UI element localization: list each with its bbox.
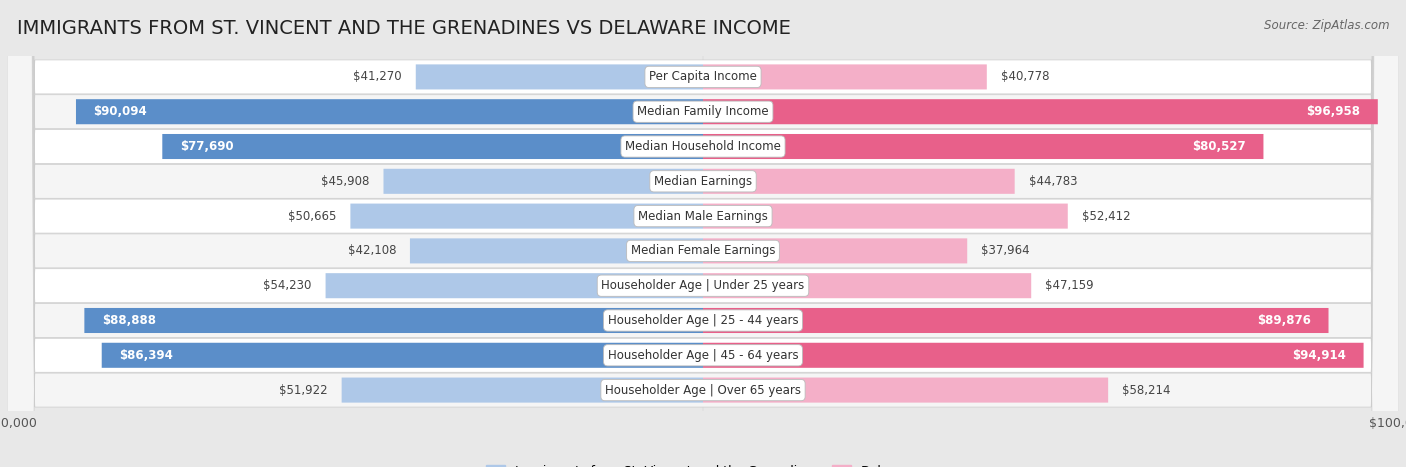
Text: Householder Age | 45 - 64 years: Householder Age | 45 - 64 years	[607, 349, 799, 362]
Text: Median Male Earnings: Median Male Earnings	[638, 210, 768, 223]
FancyBboxPatch shape	[7, 0, 1399, 467]
Text: $86,394: $86,394	[120, 349, 173, 362]
FancyBboxPatch shape	[411, 238, 703, 263]
Text: $80,527: $80,527	[1192, 140, 1246, 153]
Text: $89,876: $89,876	[1257, 314, 1312, 327]
FancyBboxPatch shape	[342, 377, 703, 403]
Text: $50,665: $50,665	[288, 210, 336, 223]
FancyBboxPatch shape	[76, 99, 703, 124]
Text: Source: ZipAtlas.com: Source: ZipAtlas.com	[1264, 19, 1389, 32]
Text: Householder Age | Over 65 years: Householder Age | Over 65 years	[605, 383, 801, 396]
FancyBboxPatch shape	[703, 377, 1108, 403]
FancyBboxPatch shape	[703, 169, 1015, 194]
FancyBboxPatch shape	[7, 0, 1399, 467]
Text: $44,783: $44,783	[1029, 175, 1077, 188]
FancyBboxPatch shape	[703, 273, 1031, 298]
Text: $45,908: $45,908	[321, 175, 370, 188]
Text: $52,412: $52,412	[1081, 210, 1130, 223]
FancyBboxPatch shape	[703, 99, 1378, 124]
FancyBboxPatch shape	[703, 64, 987, 90]
FancyBboxPatch shape	[384, 169, 703, 194]
FancyBboxPatch shape	[7, 0, 1399, 467]
FancyBboxPatch shape	[7, 0, 1399, 467]
FancyBboxPatch shape	[7, 0, 1399, 467]
Text: Householder Age | 25 - 44 years: Householder Age | 25 - 44 years	[607, 314, 799, 327]
FancyBboxPatch shape	[703, 238, 967, 263]
FancyBboxPatch shape	[7, 0, 1399, 467]
Text: Per Capita Income: Per Capita Income	[650, 71, 756, 84]
Text: $41,270: $41,270	[353, 71, 402, 84]
FancyBboxPatch shape	[326, 273, 703, 298]
FancyBboxPatch shape	[703, 343, 1364, 368]
Text: IMMIGRANTS FROM ST. VINCENT AND THE GRENADINES VS DELAWARE INCOME: IMMIGRANTS FROM ST. VINCENT AND THE GREN…	[17, 19, 790, 38]
FancyBboxPatch shape	[703, 204, 1067, 229]
FancyBboxPatch shape	[162, 134, 703, 159]
Text: $40,778: $40,778	[1001, 71, 1049, 84]
Text: Median Female Earnings: Median Female Earnings	[631, 244, 775, 257]
Text: $51,922: $51,922	[280, 383, 328, 396]
FancyBboxPatch shape	[7, 0, 1399, 467]
Text: Median Earnings: Median Earnings	[654, 175, 752, 188]
Text: Median Household Income: Median Household Income	[626, 140, 780, 153]
Text: $37,964: $37,964	[981, 244, 1029, 257]
FancyBboxPatch shape	[7, 0, 1399, 467]
Legend: Immigrants from St. Vincent and the Grenadines, Delaware: Immigrants from St. Vincent and the Gren…	[481, 460, 925, 467]
FancyBboxPatch shape	[416, 64, 703, 90]
FancyBboxPatch shape	[7, 0, 1399, 467]
FancyBboxPatch shape	[101, 343, 703, 368]
Text: Median Family Income: Median Family Income	[637, 105, 769, 118]
Text: $88,888: $88,888	[101, 314, 156, 327]
Text: $58,214: $58,214	[1122, 383, 1171, 396]
Text: $90,094: $90,094	[93, 105, 148, 118]
Text: $54,230: $54,230	[263, 279, 312, 292]
Text: Householder Age | Under 25 years: Householder Age | Under 25 years	[602, 279, 804, 292]
Text: $94,914: $94,914	[1292, 349, 1346, 362]
Text: $96,958: $96,958	[1306, 105, 1361, 118]
FancyBboxPatch shape	[703, 134, 1264, 159]
FancyBboxPatch shape	[7, 0, 1399, 467]
FancyBboxPatch shape	[84, 308, 703, 333]
FancyBboxPatch shape	[703, 308, 1329, 333]
Text: $77,690: $77,690	[180, 140, 233, 153]
FancyBboxPatch shape	[350, 204, 703, 229]
Text: $42,108: $42,108	[347, 244, 396, 257]
Text: $47,159: $47,159	[1045, 279, 1094, 292]
